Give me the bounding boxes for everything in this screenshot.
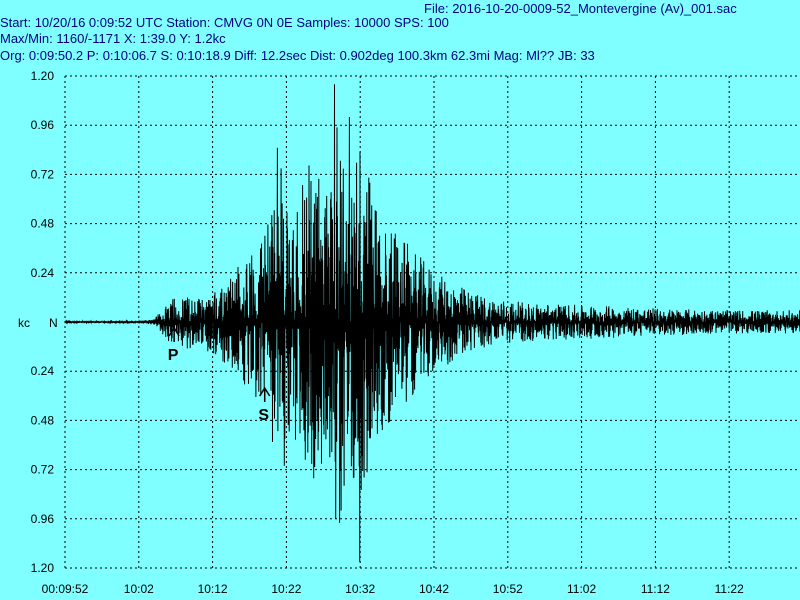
x-tick-label: 11:22 (715, 582, 744, 596)
jb-label: JB: (557, 48, 577, 63)
p-label: P: (86, 48, 100, 63)
x-tick-label: 00:09:52 (42, 582, 89, 596)
y-tick-label: 0.72 (31, 463, 55, 477)
x-tick-label: 10:52 (493, 582, 523, 596)
x-value: 1:39.0 (139, 31, 176, 46)
phase-arrow-s (259, 386, 271, 402)
start-label: Start: (0, 15, 32, 30)
diff-value: 12.2sec (260, 48, 307, 63)
file-line: File: 2016-10-20-0009-52_Montevergine (A… (424, 1, 737, 17)
dist-label: Dist: (309, 48, 336, 63)
x-tick-label: 11:12 (641, 582, 670, 596)
x-label: X: (123, 31, 137, 46)
y-tick-label: 0.48 (31, 413, 55, 427)
y-tick-label: 1.20 (31, 561, 55, 575)
mag-label: Mag: (493, 48, 523, 63)
maxmin-label: Max/Min: (0, 31, 53, 46)
y-tick-label: 0.24 (31, 266, 55, 280)
maxmin-line: Max/Min: 1160/-1171 X: 1:39.0 Y: 1.2kc (0, 31, 226, 47)
x-axis: 00:09:52 10:02 10:12 10:22 10:32 10:42 10:52 11… (42, 582, 744, 596)
maxmin-value: 1160/-1171 (56, 31, 121, 46)
y-tick-label: 0.96 (31, 512, 55, 526)
y-tick-label: 0.24 (31, 364, 55, 378)
s-value: 0:10:18.9 (176, 48, 231, 63)
phase-marker-s: S (258, 407, 269, 424)
samples-value: 10000 (354, 15, 391, 30)
file-value: 2016-10-20-0009-52_Montevergine (Av)_001… (452, 1, 737, 16)
phase-markers: PS (168, 326, 271, 424)
start-line: Start: 10/20/16 0:09:52 UTC Station: CMV… (0, 15, 449, 31)
file-label: File: (424, 1, 449, 16)
y-tick-label: 0.48 (31, 217, 55, 231)
org-line: Org: 0:09:50.2 P: 0:10:06.7 S: 0:10:18.9… (0, 48, 595, 64)
y-tick-label: 1.20 (31, 69, 55, 83)
x-tick-label: 10:32 (345, 582, 375, 596)
sps-value: 100 (427, 15, 449, 30)
x-tick-label: 11:02 (567, 582, 596, 596)
y-value: 1.2kc (194, 31, 226, 46)
x-tick-label: 10:42 (419, 582, 449, 596)
org-value: 0:09:50.2 (28, 48, 84, 63)
phase-marker-p: P (168, 347, 179, 364)
phase-arrow-p (168, 326, 180, 342)
y-axis: 1.20 0.96 0.72 0.48 0.24 0.24 0.48 0.72 0.96 1.20… (18, 69, 58, 575)
dist-value: 0.902deg 100.3km 62.3mi (339, 48, 490, 63)
y-tick-label: 0.72 (31, 167, 55, 181)
trace (64, 84, 800, 562)
org-label: Org: (0, 48, 26, 63)
seismic-trace (64, 84, 800, 562)
start-value: 10/20/16 0:09:52 UTC (34, 15, 163, 30)
y-label: Y: (179, 31, 191, 46)
x-tick-label: 10:02 (124, 582, 154, 596)
channel-label: N (49, 316, 58, 330)
jb-value: 33 (580, 48, 595, 63)
x-tick-label: 10:12 (198, 582, 228, 596)
sps-label: SPS: (393, 15, 424, 30)
y-tick-label: 0.96 (31, 118, 55, 132)
y-unit-label: kc (18, 316, 30, 330)
diff-label: Diff: (234, 48, 258, 63)
station-value: CMVG 0N 0E (213, 15, 293, 30)
station-label: Station: (166, 15, 211, 30)
mag-value: Ml?? (526, 48, 555, 63)
p-value: 0:10:06.7 (102, 48, 157, 63)
s-label: S: (160, 48, 173, 63)
x-tick-label: 10:22 (271, 582, 301, 596)
samples-label: Samples: (296, 15, 351, 30)
